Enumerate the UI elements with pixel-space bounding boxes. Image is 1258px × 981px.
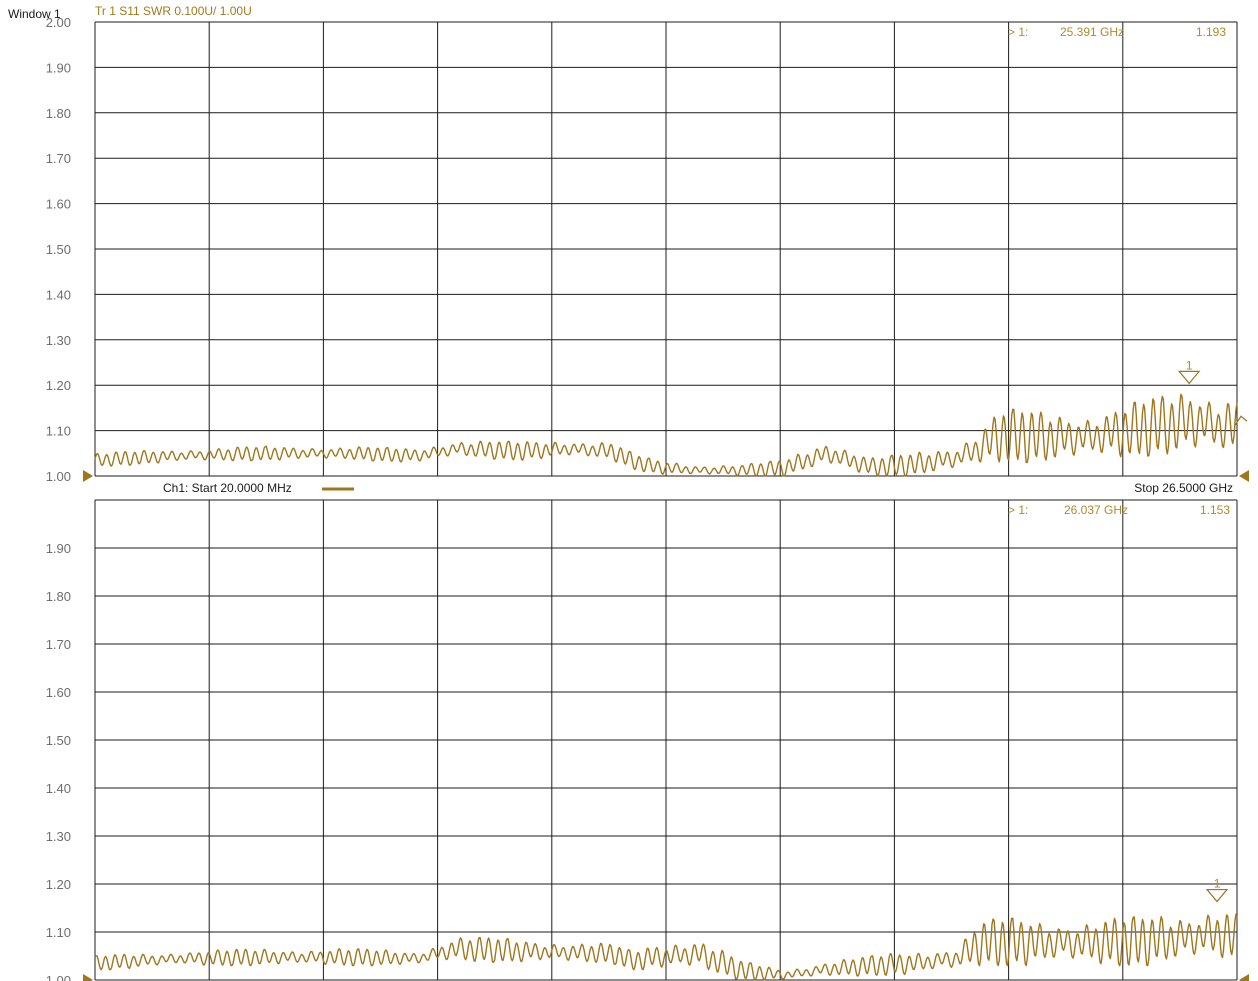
upper-trace-line <box>94 393 1238 477</box>
upper-panel: 2.00 1.90 1.80 1.70 1.60 1.50 1.40 1.30 1.20 1.10… <box>8 4 1249 484</box>
y-tick-label: 1.80 <box>46 106 71 121</box>
lower-marker-symbol: 1 <box>1214 877 1221 891</box>
upper-reference-right-icon <box>1239 470 1249 482</box>
y-tick-label: 1.50 <box>46 242 71 257</box>
y-tick-label: 1.40 <box>46 287 71 302</box>
y-tick-label: 1.00 <box>46 469 71 484</box>
y-tick-label: 1.60 <box>46 197 71 212</box>
y-tick-label: 1.10 <box>46 925 71 940</box>
stop-frequency-label[interactable]: Stop 26.5000 GHz <box>1134 481 1233 495</box>
y-tick-label: 1.70 <box>46 151 71 166</box>
upper-y-axis-ticks: 2.00 1.90 1.80 1.70 1.60 1.50 1.40 1.30 1.20 1.10… <box>46 15 71 484</box>
upper-marker-value: 1.193 <box>1196 25 1226 39</box>
lower-y-axis-ticks: 1.90 1.80 1.70 1.60 1.50 1.40 1.30 1.20 1.10 1.00 <box>46 541 71 981</box>
upper-marker-prefix: > 1: <box>1008 25 1028 39</box>
upper-reference-left-icon <box>83 470 93 482</box>
y-tick-label: 1.90 <box>46 60 71 75</box>
lower-grid <box>94 499 1238 981</box>
y-tick-label: 1.60 <box>46 685 71 700</box>
lower-marker-value: 1.153 <box>1200 503 1230 517</box>
upper-marker[interactable]: 1 <box>1177 358 1201 385</box>
trace-legend-swatch <box>322 487 354 491</box>
window-label: Window 1 <box>8 7 61 21</box>
lower-marker-triangle-icon <box>1205 888 1229 903</box>
upper-grid <box>94 21 1238 477</box>
lower-reference-right-icon <box>1239 974 1249 981</box>
y-tick-label: 1.90 <box>46 541 71 556</box>
lower-marker[interactable]: 1 <box>1205 877 1229 903</box>
lower-marker-prefix: > 1: <box>1008 503 1028 517</box>
y-tick-label: 1.10 <box>46 424 71 439</box>
lower-trace-line <box>94 913 1238 981</box>
y-tick-label: 1.20 <box>46 378 71 393</box>
y-tick-label: 1.80 <box>46 589 71 604</box>
lower-marker-frequency: 26.037 GHz <box>1064 503 1128 517</box>
y-tick-label: 1.00 <box>46 973 71 981</box>
upper-reference-hook-icon <box>1234 415 1248 426</box>
lower-panel: 1.90 1.80 1.70 1.60 1.50 1.40 1.30 1.20 1.10 1.00… <box>46 499 1249 981</box>
y-tick-label: 1.70 <box>46 637 71 652</box>
upper-marker-frequency: 25.391 GHz <box>1060 25 1124 39</box>
y-tick-label: 1.40 <box>46 781 71 796</box>
y-tick-label: 1.30 <box>46 829 71 844</box>
upper-marker-symbol: 1 <box>1186 358 1193 372</box>
channel-info-bar: Ch1: Start 20.0000 MHz Stop 26.5000 GHz <box>163 481 1233 495</box>
lower-reference-left-icon <box>83 974 93 981</box>
start-frequency-label[interactable]: Ch1: Start 20.0000 MHz <box>163 481 292 495</box>
y-tick-label: 2.00 <box>46 15 71 30</box>
upper-marker-triangle-icon <box>1177 370 1201 385</box>
y-tick-label: 1.30 <box>46 333 71 348</box>
y-tick-label: 1.50 <box>46 733 71 748</box>
trace-header[interactable]: Tr 1 S11 SWR 0.100U/ 1.00U <box>95 4 252 18</box>
y-tick-label: 1.20 <box>46 877 71 892</box>
